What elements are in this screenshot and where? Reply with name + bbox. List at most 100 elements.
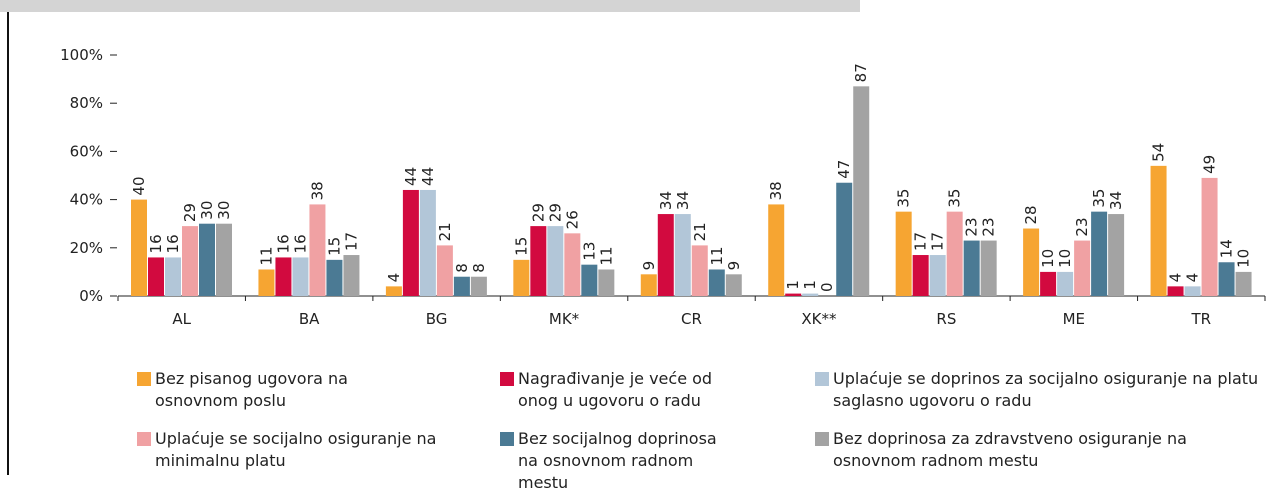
bar bbox=[657, 214, 674, 296]
legend-swatch bbox=[815, 372, 829, 386]
bar bbox=[199, 223, 215, 296]
data-label: 26 bbox=[563, 210, 581, 229]
data-label: 30 bbox=[198, 201, 216, 220]
bar bbox=[292, 257, 309, 296]
bar bbox=[802, 293, 819, 296]
bar bbox=[581, 264, 598, 296]
bar bbox=[436, 245, 453, 296]
y-tick-label: 60% bbox=[70, 142, 103, 160]
bar bbox=[725, 274, 742, 296]
legend-label: Nagrađivanje je veće od onog u ugovoru o… bbox=[518, 369, 713, 410]
top-bar bbox=[0, 0, 860, 12]
data-label: 30 bbox=[215, 201, 233, 220]
bar bbox=[453, 276, 470, 296]
data-label: 21 bbox=[436, 222, 454, 241]
y-tick-label: 80% bbox=[70, 94, 103, 112]
bar bbox=[419, 189, 436, 296]
legend-item: Uplaćuje se doprinos za socijalno osigur… bbox=[815, 368, 1265, 412]
data-label: 9 bbox=[640, 261, 658, 271]
x-tick-label: CR bbox=[681, 310, 702, 328]
data-label: 16 bbox=[147, 234, 165, 253]
legend-swatch bbox=[137, 372, 151, 386]
legend-item: Bez doprinosa za zdravstveno osiguranje … bbox=[815, 428, 1255, 472]
bar bbox=[1040, 271, 1057, 296]
data-label: 1 bbox=[784, 280, 802, 290]
bar bbox=[402, 189, 419, 296]
bar bbox=[165, 257, 181, 296]
bar bbox=[1023, 228, 1040, 296]
data-label: 4 bbox=[1167, 273, 1185, 283]
data-label: 9 bbox=[725, 261, 743, 271]
legend-label: Bez pisanog ugovora na osnovnom poslu bbox=[155, 369, 348, 410]
data-label: 11 bbox=[708, 246, 726, 265]
data-label: 35 bbox=[946, 189, 964, 208]
data-label: 28 bbox=[1022, 205, 1040, 224]
bar bbox=[963, 240, 980, 296]
data-label: 29 bbox=[546, 203, 564, 222]
bar bbox=[640, 274, 657, 296]
x-tick-label: BA bbox=[299, 310, 320, 328]
bar bbox=[691, 245, 708, 296]
data-label: 29 bbox=[529, 203, 547, 222]
bar bbox=[530, 226, 547, 296]
data-label: 44 bbox=[402, 167, 420, 186]
bar bbox=[980, 240, 997, 296]
bar bbox=[785, 293, 802, 296]
data-label: 49 bbox=[1201, 155, 1219, 174]
data-label: 16 bbox=[291, 234, 309, 253]
data-label: 8 bbox=[453, 263, 471, 273]
bar bbox=[470, 276, 487, 296]
legend-label: Uplaćuje se socijalno osiguranje na mini… bbox=[155, 429, 437, 470]
bar bbox=[326, 259, 343, 296]
bar bbox=[1150, 165, 1167, 296]
legend-item: Bez pisanog ugovora na osnovnom poslu bbox=[137, 368, 397, 412]
bar bbox=[708, 269, 725, 296]
legend-item: Bez socijalnog doprinosa na osnovnom rad… bbox=[500, 428, 740, 494]
legend-item: Uplaćuje se socijalno osiguranje na mini… bbox=[137, 428, 457, 472]
data-label: 17 bbox=[342, 232, 360, 251]
data-label: 10 bbox=[1056, 249, 1074, 268]
data-label: 21 bbox=[691, 222, 709, 241]
data-label: 10 bbox=[1039, 249, 1057, 268]
data-label: 34 bbox=[657, 191, 675, 210]
bar bbox=[1167, 286, 1184, 296]
data-label: 0 bbox=[818, 282, 836, 292]
legend-swatch bbox=[815, 432, 829, 446]
x-tick-label: AL bbox=[172, 310, 191, 328]
data-label: 15 bbox=[512, 237, 530, 256]
legend-swatch bbox=[500, 372, 514, 386]
bar bbox=[946, 211, 963, 296]
bar bbox=[385, 286, 402, 296]
bar bbox=[1201, 177, 1218, 296]
data-label: 8 bbox=[470, 263, 488, 273]
data-label: 4 bbox=[385, 273, 403, 283]
data-label: 13 bbox=[580, 242, 598, 261]
x-tick-label: XK** bbox=[801, 310, 837, 328]
bar bbox=[853, 86, 870, 296]
data-label: 11 bbox=[257, 246, 275, 265]
bar bbox=[768, 204, 785, 296]
legend-label: Uplaćuje se doprinos za socijalno osigur… bbox=[833, 369, 1259, 410]
bar bbox=[598, 269, 615, 296]
bar bbox=[1091, 211, 1108, 296]
data-label: 17 bbox=[912, 232, 930, 251]
data-label: 34 bbox=[674, 191, 692, 210]
y-tick-label: 20% bbox=[70, 239, 103, 257]
bar bbox=[275, 257, 292, 296]
legend-swatch bbox=[137, 432, 151, 446]
data-label: 29 bbox=[181, 203, 199, 222]
data-label: 16 bbox=[274, 234, 292, 253]
bar bbox=[309, 204, 326, 296]
bar bbox=[547, 226, 564, 296]
bar bbox=[343, 255, 360, 296]
data-label: 23 bbox=[1073, 217, 1091, 236]
y-tick-label: 40% bbox=[70, 191, 103, 209]
data-label: 40 bbox=[130, 177, 148, 196]
left-rule bbox=[7, 12, 9, 475]
bar bbox=[1218, 262, 1235, 296]
data-label: 16 bbox=[164, 234, 182, 253]
data-label: 10 bbox=[1235, 249, 1253, 268]
data-label: 35 bbox=[1090, 189, 1108, 208]
data-label: 4 bbox=[1184, 273, 1202, 283]
